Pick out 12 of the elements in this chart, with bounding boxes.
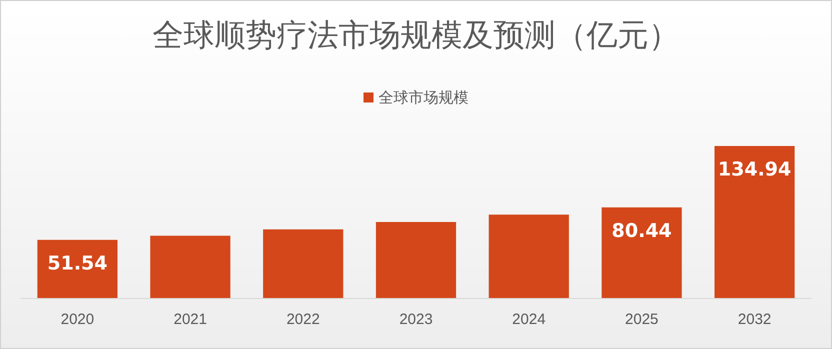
data-label: 80.44 [612,220,672,242]
x-tick-label: 2024 [512,311,546,328]
x-tick-label: 2025 [625,311,658,328]
x-tick-label: 2021 [174,311,207,328]
x-tick-label: 2032 [738,311,772,328]
data-label: 134.94 [718,158,792,180]
x-tick-label: 2020 [60,311,94,328]
chart-title: 全球顺势疗法市场规模及预测（亿元） [152,18,680,54]
x-tick-label: 2023 [399,311,433,328]
x-tick-label: 2022 [286,311,320,328]
legend-label: 全球市场规模 [378,88,468,106]
data-label: 51.54 [47,252,108,274]
